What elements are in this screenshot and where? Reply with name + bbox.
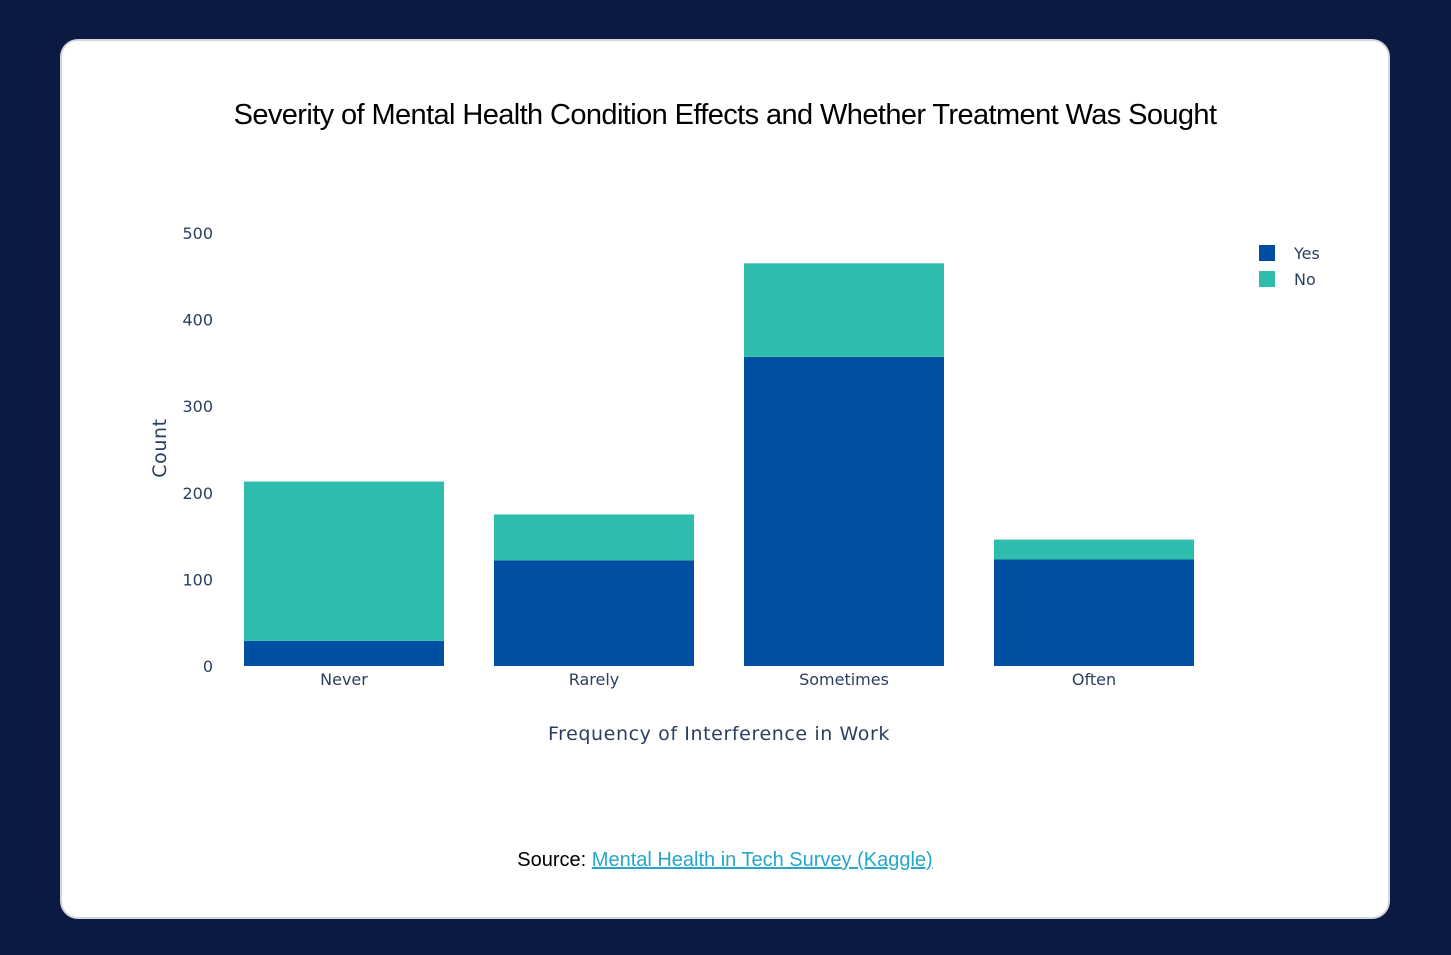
y-tick-label: 200 — [182, 484, 213, 503]
x-tick-label: Never — [320, 670, 368, 689]
y-tick-label: 400 — [182, 311, 213, 330]
x-axis-title: Frequency of Interference in Work — [548, 723, 890, 745]
legend-swatch-yes[interactable] — [1259, 245, 1275, 261]
bar-yes-often[interactable] — [994, 559, 1194, 666]
bar-no-sometimes[interactable] — [744, 263, 944, 357]
chart-card: Severity of Mental Health Condition Effe… — [60, 39, 1390, 919]
bar-no-rarely[interactable] — [494, 514, 694, 561]
x-axis-ticks: Never Rarely Sometimes Often — [320, 670, 1116, 689]
legend-swatch-no[interactable] — [1259, 271, 1275, 287]
source-prefix: Source: — [517, 849, 587, 871]
legend[interactable]: Yes No — [1259, 244, 1320, 289]
bar-yes-sometimes[interactable] — [744, 356, 944, 666]
x-tick-label: Rarely — [569, 670, 620, 689]
y-axis-title: Count — [149, 418, 171, 477]
y-tick-label: 100 — [182, 570, 213, 589]
bar-no-never[interactable] — [244, 481, 444, 641]
legend-label-no[interactable]: No — [1294, 270, 1316, 289]
chart-svg: 0 100 200 300 400 500 Never Rarely Sometimes Oft… — [149, 224, 1320, 745]
y-tick-label: 500 — [182, 224, 213, 243]
chart-title: Severity of Mental Health Condition Effe… — [233, 99, 1217, 131]
y-axis-ticks: 0 100 200 300 400 500 — [182, 224, 213, 676]
source-line: Source: Mental Health in Tech Survey (Ka… — [62, 849, 1388, 872]
bar-yes-never[interactable] — [244, 640, 444, 666]
y-tick-label: 0 — [203, 657, 213, 676]
source-link[interactable]: Mental Health in Tech Survey (Kaggle) — [591, 849, 933, 871]
y-tick-label: 300 — [182, 397, 213, 416]
bar-no-often[interactable] — [994, 539, 1194, 560]
bars-group — [244, 263, 1194, 666]
x-tick-label: Often — [1072, 670, 1116, 689]
bar-yes-rarely[interactable] — [494, 560, 694, 666]
legend-label-yes[interactable]: Yes — [1293, 244, 1320, 263]
x-tick-label: Sometimes — [799, 670, 889, 689]
